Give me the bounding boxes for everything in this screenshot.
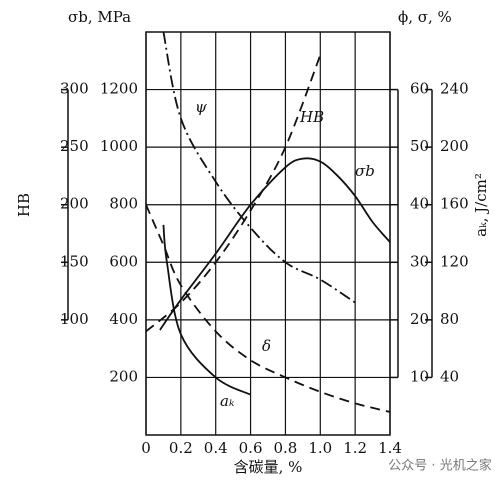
y3-tick-label: 100 (60, 310, 89, 328)
x-tick-label: 0.4 (204, 439, 228, 457)
y2-axis-title: ϕ, σ, % (398, 8, 452, 26)
y3-tick-label: 300 (60, 80, 89, 98)
y3-tick-label: 150 (60, 252, 89, 270)
series-label: aₖ (220, 392, 235, 410)
x-axis-title: 含碳量, % (234, 458, 303, 476)
curves (146, 32, 390, 413)
series-label: δ (262, 337, 271, 355)
y3-tick-label: 200 (60, 195, 89, 213)
y4-tick-label: 240 (440, 80, 469, 98)
series-line (162, 32, 356, 304)
y-tick-label: 400 (109, 310, 138, 328)
y-axis-title: σb, MPa (68, 8, 131, 26)
y3-axis-title: HB (15, 193, 33, 217)
y2-tick-label: 30 (410, 252, 429, 270)
series-line (146, 204, 390, 413)
y4-tick-label: 120 (440, 252, 469, 270)
y4-tick-label: 40 (440, 367, 459, 385)
x-tick-label: 1.4 (378, 439, 402, 457)
series-line (146, 54, 322, 333)
x-tick-label: 1.2 (343, 439, 367, 457)
watermark: 公众号 · 光机之家 (388, 458, 491, 474)
y2-tick-label: 40 (410, 195, 429, 213)
series-line (159, 157, 390, 331)
plot-frame (145, 31, 391, 436)
y-tick-label: 1000 (100, 137, 138, 155)
y2-tick-label: 10 (410, 367, 429, 385)
x-tick-label: 0.8 (273, 439, 297, 457)
y2-tick-label: 60 (410, 80, 429, 98)
series-label: ψ (195, 98, 207, 116)
y4-tick-label: 80 (440, 310, 459, 328)
series-label: HB (299, 108, 324, 126)
y4-axis-title: aₖ, J/cm² (472, 173, 490, 237)
y4-tick-label: 160 (440, 195, 469, 213)
x-tick-label: 0.2 (169, 439, 193, 457)
y-tick-label: 1200 (100, 80, 138, 98)
y-tick-label: 800 (109, 195, 138, 213)
y4-tick-label: 200 (440, 137, 469, 155)
x-tick-label: 0 (141, 439, 151, 457)
y-tick-label: 600 (109, 252, 138, 270)
y2-tick-label: 20 (410, 310, 429, 328)
series-label: σb (355, 162, 375, 180)
y3-tick-label: 250 (60, 137, 89, 155)
y2-tick-label: 50 (410, 137, 429, 155)
series-line (162, 224, 251, 396)
x-tick-label: 0.6 (239, 439, 263, 457)
y-tick-label: 200 (109, 367, 138, 385)
x-tick-label: 1.0 (308, 439, 332, 457)
